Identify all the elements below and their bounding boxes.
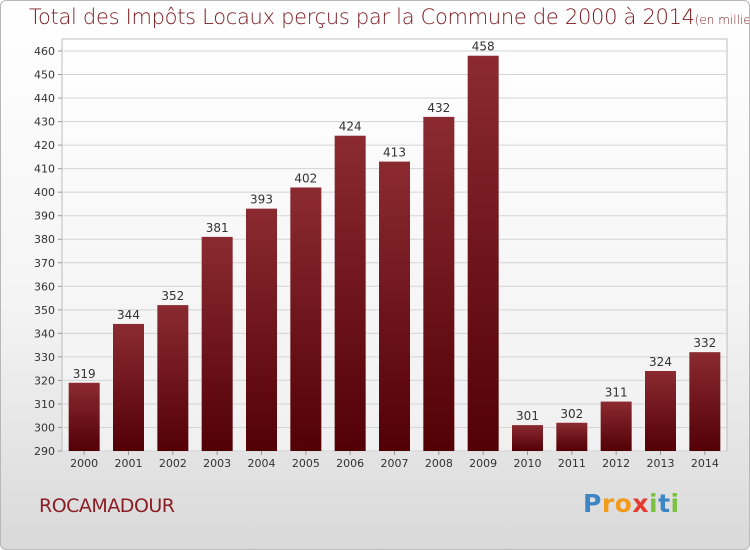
y-tick-label: 420 (34, 139, 55, 152)
data-label: 311 (605, 386, 628, 400)
proxiti-logo: Proxiti (583, 489, 680, 518)
bar (113, 323, 144, 451)
x-tick-label: 2010 (514, 457, 542, 470)
x-tick-label: 2014 (691, 457, 719, 470)
y-tick-label: 460 (34, 45, 55, 58)
data-label: 332 (693, 336, 716, 350)
data-label: 319 (73, 367, 96, 381)
data-label: 458 (472, 40, 495, 54)
title-unit: (en milliers d'€) (694, 13, 750, 27)
data-label: 393 (250, 193, 273, 207)
x-tick-label: 2009 (469, 457, 497, 470)
y-tick-label: 350 (34, 304, 55, 317)
chart-title: Total des Impôts Locaux perçus par la Co… (29, 5, 750, 29)
x-tick-label: 2008 (425, 457, 453, 470)
bar (467, 55, 499, 452)
title-main: Total des Impôts Locaux perçus par la Co… (29, 5, 695, 29)
x-tick-label: 2002 (159, 457, 187, 470)
y-tick-label: 450 (34, 69, 55, 82)
x-tick-label: 2006 (336, 457, 364, 470)
logo-letter: r (601, 489, 615, 518)
data-label: 432 (427, 101, 450, 115)
y-tick-label: 390 (34, 210, 55, 223)
x-tick-label: 2005 (292, 457, 320, 470)
logo-letter: i (649, 489, 659, 518)
bar (689, 352, 721, 451)
y-tick-label: 330 (34, 351, 55, 364)
y-axis: 290 300 310 320 330 340 350 360 370 380 390 400 410 4… (34, 45, 62, 458)
data-label: 324 (649, 355, 672, 369)
commune-name: ROCAMADOUR (39, 495, 175, 517)
data-label: 402 (294, 171, 317, 185)
bars (68, 55, 721, 452)
logo-letter: o (614, 489, 633, 518)
y-tick-label: 300 (34, 421, 55, 434)
x-tick-label: 2013 (647, 457, 675, 470)
data-label: 413 (383, 146, 406, 160)
data-label: 301 (516, 409, 539, 423)
data-label: 352 (161, 289, 184, 303)
logo-letter: x (632, 489, 649, 518)
logo-letter: P (583, 489, 602, 518)
x-tick-label: 2000 (70, 457, 98, 470)
y-tick-label: 320 (34, 374, 55, 387)
data-labels: 319 344 352 381 393 402 424 413 432 458 301 302 311 3… (73, 40, 717, 423)
bar (556, 422, 588, 451)
bar (423, 116, 455, 451)
x-axis: 2000 2001 2002 2003 2004 2005 2006 2007 2008 2009… (70, 451, 719, 470)
x-tick-label: 2001 (115, 457, 143, 470)
data-label: 381 (206, 221, 229, 235)
bar (246, 208, 277, 451)
bar (157, 305, 189, 451)
bar (645, 371, 676, 451)
x-tick-label: 2004 (248, 457, 276, 470)
y-tick-label: 430 (34, 116, 55, 129)
bar (379, 161, 410, 451)
y-tick-label: 410 (34, 163, 55, 176)
y-tick-label: 360 (34, 280, 55, 293)
bar (201, 236, 233, 451)
y-tick-label: 290 (34, 445, 55, 458)
y-tick-label: 380 (34, 233, 55, 246)
bar (512, 425, 543, 451)
logo-letter: i (670, 489, 680, 518)
bar (68, 382, 100, 451)
data-label: 424 (339, 120, 362, 134)
y-tick-label: 440 (34, 92, 55, 105)
y-tick-label: 400 (34, 186, 55, 199)
x-tick-label: 2011 (558, 457, 586, 470)
bar (290, 187, 322, 451)
y-tick-label: 370 (34, 257, 55, 270)
x-tick-label: 2007 (381, 457, 409, 470)
y-tick-label: 310 (34, 398, 55, 411)
data-label: 302 (560, 407, 583, 421)
bar (600, 401, 632, 451)
logo-letter: t (658, 489, 671, 518)
y-tick-label: 340 (34, 327, 55, 340)
bar (334, 135, 366, 452)
x-tick-label: 2003 (203, 457, 231, 470)
data-label: 344 (117, 308, 140, 322)
x-tick-label: 2012 (602, 457, 630, 470)
